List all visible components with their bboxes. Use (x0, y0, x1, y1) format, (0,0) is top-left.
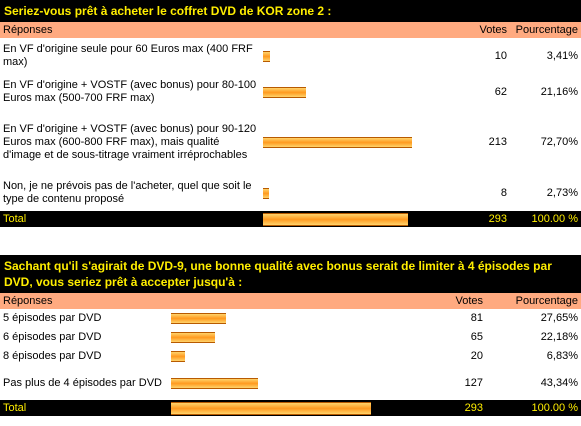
vote-percent: 21,16% (510, 74, 581, 110)
vote-percent: 43,34% (486, 366, 581, 400)
total-votes: 293 (465, 211, 510, 227)
table-row: 5 épisodes par DVD 81 27,65% (0, 309, 581, 328)
vote-percent: 72,70% (510, 110, 581, 175)
table-header: Réponses Votes Pourcentage (0, 22, 581, 38)
poll-episodes-per-dvd: Sachant qu'il s'agirait de DVD-9, une bo… (0, 255, 581, 416)
header-answers: Réponses (0, 293, 168, 309)
poll-question: Sachant qu'il s'agirait de DVD-9, une bo… (0, 255, 581, 293)
vote-percent: 2,73% (510, 175, 581, 211)
vote-count: 20 (426, 347, 486, 366)
table-header: Réponses Votes Pourcentage (0, 293, 581, 309)
vote-count: 8 (465, 175, 510, 211)
table-row: En VF d'origine + VOSTF (avec bonus) pou… (0, 110, 581, 175)
vote-bar (171, 313, 226, 324)
header-votes: Votes (426, 293, 486, 309)
table-row: En VF d'origine + VOSTF (avec bonus) pou… (0, 74, 581, 110)
vote-percent: 3,41% (510, 38, 581, 74)
table-row: Non, je ne prévois pas de l'acheter, que… (0, 175, 581, 211)
vote-percent: 27,65% (486, 309, 581, 328)
vote-percent: 22,18% (486, 328, 581, 347)
answer-label: 6 épisodes par DVD (0, 328, 168, 347)
answer-label: Pas plus de 4 épisodes par DVD (0, 366, 168, 400)
answer-label: 8 épisodes par DVD (0, 347, 168, 366)
vote-count: 62 (465, 74, 510, 110)
total-percent: 100.00 % (486, 400, 581, 416)
total-label: Total (0, 400, 168, 416)
answer-label: En VF d'origine + VOSTF (avec bonus) pou… (0, 74, 260, 110)
answer-label: Non, je ne prévois pas de l'acheter, que… (0, 175, 260, 211)
table-row: En VF d'origine seule pour 60 Euros max … (0, 38, 581, 74)
vote-bar (171, 351, 185, 362)
vote-count: 127 (426, 366, 486, 400)
vote-bar (263, 187, 269, 199)
total-label: Total (0, 211, 260, 227)
poll-kor-coffret: Seriez-vous prêt à acheter le coffret DV… (0, 0, 581, 227)
vote-count: 10 (465, 38, 510, 74)
table-row: 6 épisodes par DVD 65 22,18% (0, 328, 581, 347)
vote-bar (263, 137, 412, 148)
total-bar (263, 212, 408, 226)
total-row: Total 293 100.00 % (0, 400, 581, 416)
header-votes: Votes (465, 22, 510, 38)
vote-count: 213 (465, 110, 510, 175)
table-row: Pas plus de 4 épisodes par DVD 127 43,34… (0, 366, 581, 400)
answer-label: En VF d'origine + VOSTF (avec bonus) pou… (0, 110, 260, 175)
vote-count: 65 (426, 328, 486, 347)
table-row: 8 épisodes par DVD 20 6,83% (0, 347, 581, 366)
poll-results-table: Réponses Votes Pourcentage 5 épisodes pa… (0, 293, 581, 416)
vote-percent: 6,83% (486, 347, 581, 366)
poll-results-table: Réponses Votes Pourcentage En VF d'origi… (0, 22, 581, 227)
vote-bar (263, 50, 270, 62)
header-percent: Pourcentage (486, 293, 581, 309)
vote-bar (171, 377, 258, 389)
answer-label: En VF d'origine seule pour 60 Euros max … (0, 38, 260, 74)
total-row: Total 293 100.00 % (0, 211, 581, 227)
vote-bar (171, 332, 215, 343)
total-votes: 293 (426, 400, 486, 416)
answer-label: 5 épisodes par DVD (0, 309, 168, 328)
poll-question: Seriez-vous prêt à acheter le coffret DV… (0, 0, 581, 22)
header-answers: Réponses (0, 22, 260, 38)
total-percent: 100.00 % (510, 211, 581, 227)
total-bar (171, 401, 371, 415)
vote-bar (263, 86, 306, 98)
header-percent: Pourcentage (510, 22, 581, 38)
vote-count: 81 (426, 309, 486, 328)
